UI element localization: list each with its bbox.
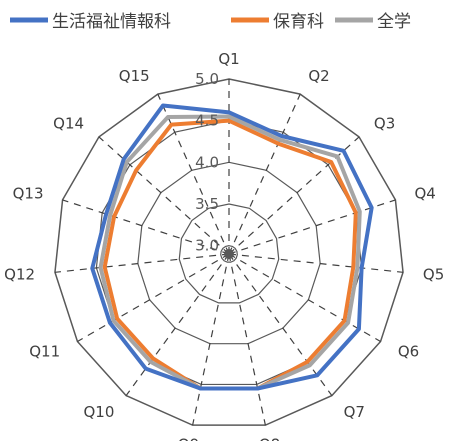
grid-ring-1 xyxy=(178,203,280,304)
legend-label-1: 保育科 xyxy=(273,12,324,32)
spoke-q9 xyxy=(192,253,230,426)
spoke-q4 xyxy=(228,199,396,255)
category-label-q6: Q6 xyxy=(398,343,419,361)
tick-label-1: 3.5 xyxy=(195,195,219,213)
spoke-q15 xyxy=(157,93,230,255)
tick-label-2: 4.0 xyxy=(195,153,219,171)
legend-label-0: 生活福祉情報科 xyxy=(52,12,171,32)
category-label-q14: Q14 xyxy=(53,115,84,133)
spoke-q8 xyxy=(228,253,266,426)
legend: 生活福祉情報科 保育科 全学 xyxy=(10,12,411,32)
series-layer xyxy=(90,103,374,391)
spoke-q6 xyxy=(228,253,381,343)
category-labels: Q1 Q2 Q3 Q4 Q5 Q6 Q7 Q8 Q9 Q10 Q11 Q12 Q13 Q14 Q15 xyxy=(4,50,444,441)
category-label-q9: Q9 xyxy=(178,436,199,441)
spoke-q11 xyxy=(77,253,230,343)
spoke-q14 xyxy=(98,136,230,255)
grid-ring-2 xyxy=(137,161,321,345)
category-label-q7: Q7 xyxy=(344,403,365,421)
spoke-q2 xyxy=(228,93,301,255)
series-line-0 xyxy=(90,103,374,391)
spoke-q13 xyxy=(62,199,230,255)
tick-labels: 3.0 3.5 4.0 4.5 5.0 xyxy=(195,70,219,255)
category-label-q5: Q5 xyxy=(423,265,444,283)
spoke-q7 xyxy=(228,253,333,396)
category-label-q1: Q1 xyxy=(218,50,239,68)
category-label-q4: Q4 xyxy=(414,185,435,203)
spoke-q12 xyxy=(54,253,230,273)
grid-ring-0 xyxy=(220,245,238,263)
tick-label-4: 5.0 xyxy=(195,70,219,88)
category-label-q3: Q3 xyxy=(374,115,395,133)
category-label-q2: Q2 xyxy=(308,67,329,85)
category-label-q13: Q13 xyxy=(13,185,44,203)
spoke-q3 xyxy=(228,136,360,255)
category-label-q11: Q11 xyxy=(29,343,60,361)
category-label-q10: Q10 xyxy=(83,403,114,421)
tick-label-0: 3.0 xyxy=(195,237,219,255)
legend-label-2: 全学 xyxy=(377,12,411,32)
spoke-q10 xyxy=(125,253,230,396)
grid-ring-4 xyxy=(54,78,404,426)
spoke-q5 xyxy=(228,253,404,273)
category-label-q15: Q15 xyxy=(119,67,150,85)
tick-label-3: 4.5 xyxy=(195,112,219,130)
category-label-q8: Q8 xyxy=(259,436,280,441)
center-dot xyxy=(224,249,234,259)
category-label-q12: Q12 xyxy=(4,265,35,283)
